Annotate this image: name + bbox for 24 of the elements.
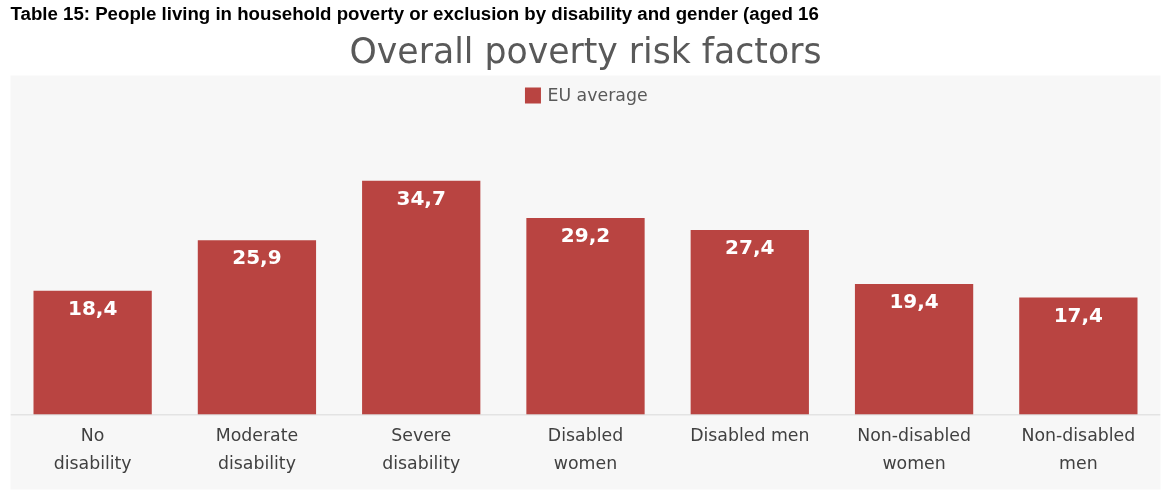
x-tick-label: Disabled women xyxy=(547,425,624,474)
data-label: 27,4 xyxy=(725,235,775,260)
bar xyxy=(197,240,317,415)
data-label: 18,4 xyxy=(67,295,118,320)
x-tick-label: No disability xyxy=(53,425,132,474)
data-label: 17,4 xyxy=(1053,302,1104,327)
data-label: 34,7 xyxy=(396,185,446,210)
bar xyxy=(362,180,481,415)
data-label: 19,4 xyxy=(889,289,939,314)
chart-title: Overall poverty risk factors xyxy=(349,30,822,71)
data-label: 25,9 xyxy=(232,245,282,270)
x-tick-label: Non-disabled women xyxy=(857,425,971,474)
x-tick-label: Non-disabled men xyxy=(1021,425,1136,474)
bar xyxy=(854,284,974,415)
bar xyxy=(33,290,152,415)
x-tick-label: Severe disability xyxy=(382,425,461,474)
bar xyxy=(1019,297,1138,415)
bar xyxy=(690,230,809,415)
caption: Table 15: People living in household poverty or exclusion by disability and gender (aged 16 xyxy=(10,2,819,24)
legend-label: EU average xyxy=(547,85,648,105)
bar xyxy=(526,217,645,415)
data-label: 29,2 xyxy=(560,223,611,248)
x-tick-label: Moderate disability xyxy=(215,425,299,474)
x-tick-label: Disabled men xyxy=(690,425,810,446)
